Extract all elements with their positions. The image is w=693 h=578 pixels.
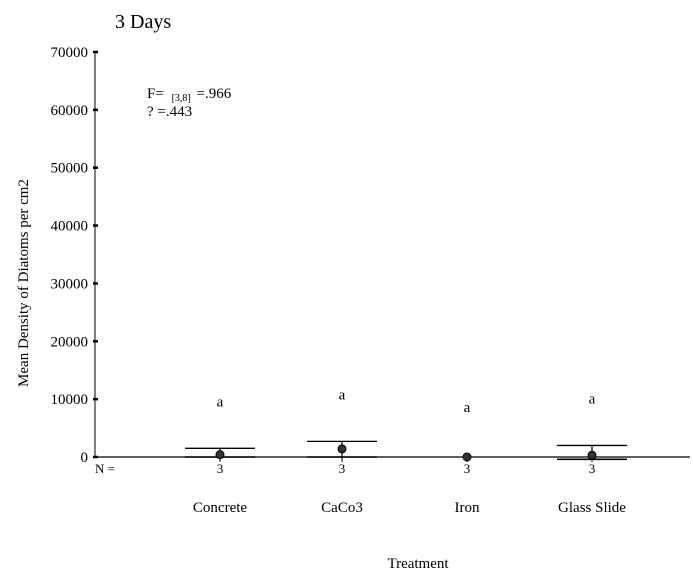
p-statistic: ? =.443 xyxy=(147,104,192,120)
y-tick-label: 30000 xyxy=(51,276,89,292)
mean-point xyxy=(337,444,347,454)
f-label: F= xyxy=(147,86,164,102)
n-value: 3 xyxy=(217,461,224,476)
y-tick-label: 50000 xyxy=(51,161,89,177)
x-tick-label: Concrete xyxy=(193,500,247,516)
group-letter: a xyxy=(339,387,346,403)
group-letter: a xyxy=(589,391,596,407)
stats-annotation: F= [3,8] =.966 ? =.443 xyxy=(147,86,232,120)
y-tick-label: 70000 xyxy=(51,45,89,61)
n-value: 3 xyxy=(339,461,346,476)
f-statistic: F= [3,8] =.966 xyxy=(147,86,232,105)
n-label: N = xyxy=(95,461,115,476)
y-tick-label: 40000 xyxy=(51,219,89,235)
y-tick-label: 20000 xyxy=(51,334,89,350)
mean-point xyxy=(215,450,225,460)
group-letter: a xyxy=(464,400,471,416)
f-value: =.966 xyxy=(196,86,231,102)
x-tick-label: Glass Slide xyxy=(558,500,626,516)
data-marks: a aaa xyxy=(185,387,627,462)
chart-title: 3 Days xyxy=(115,11,171,33)
x-axis-label: Treatment xyxy=(387,556,449,572)
f-subscript: [3,8] xyxy=(172,93,191,104)
x-ticks: 3 Concrete 3 CaCo3 3 Iron 3 Glass Slide xyxy=(193,457,626,516)
group-letter: a xyxy=(217,394,224,410)
n-value: 3 xyxy=(589,461,596,476)
mean-point xyxy=(462,452,472,462)
y-tick-label: 60000 xyxy=(51,103,89,119)
x-tick-label: CaCo3 xyxy=(321,500,363,516)
n-value: 3 xyxy=(464,461,471,476)
y-ticks: 0 10000 20000 30000 40000 50000 60000 70000 xyxy=(51,45,98,466)
y-tick-label: 0 xyxy=(81,450,89,466)
mean-point xyxy=(587,450,597,460)
x-tick-label: Iron xyxy=(455,500,480,516)
y-axis-label: Mean Density of Diatoms per cm2 xyxy=(16,179,32,387)
y-tick-label: 10000 xyxy=(51,392,89,408)
